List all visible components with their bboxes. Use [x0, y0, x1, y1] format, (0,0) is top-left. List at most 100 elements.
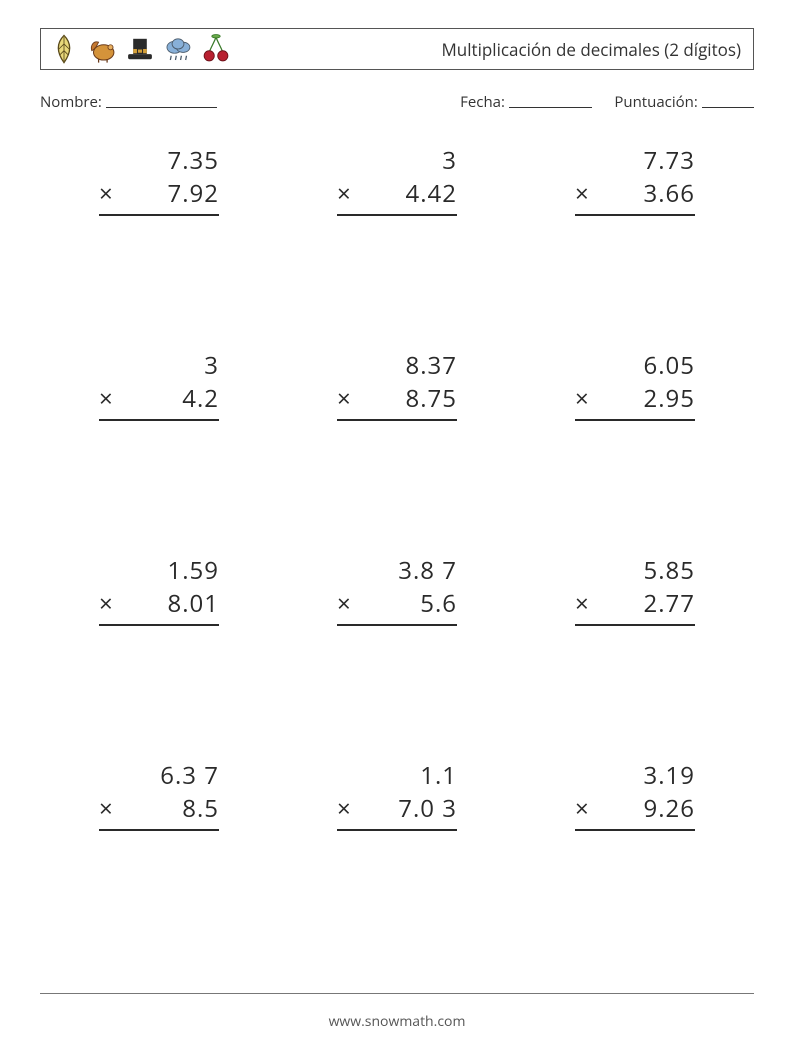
multiply-operator: × — [575, 177, 603, 210]
multiplicand: 3 — [365, 144, 457, 177]
multiplicand-row: 3.19 — [575, 759, 695, 792]
multiplicand-row: 3 — [337, 144, 457, 177]
multiplicand: 1.1 — [365, 759, 457, 792]
multiplier-row: ×7.0 3 — [337, 792, 457, 825]
problem-line — [337, 214, 457, 216]
problem-cell: 1.59×8.01 — [40, 540, 278, 745]
problem-cell: 7.35×7.92 — [40, 130, 278, 335]
header-box: Multiplicación de decimales (2 dígitos) — [40, 28, 754, 70]
problem-cell: 7.73×3.66 — [516, 130, 754, 335]
multiplier-row: ×8.75 — [337, 382, 457, 415]
multiplier: 7.0 3 — [365, 792, 457, 825]
multiplication-problem: 7.35×7.92 — [99, 144, 219, 216]
problem-line — [337, 624, 457, 626]
multiply-operator: × — [337, 792, 365, 825]
info-gap2 — [596, 92, 610, 112]
problem-line — [99, 829, 219, 831]
multiplication-problem: 3.8 7×5.6 — [337, 554, 457, 626]
multiply-operator: × — [575, 587, 603, 620]
multiplier: 3.66 — [603, 177, 695, 210]
footer: www.snowmath.com — [0, 993, 794, 1031]
multiplier-row: ×5.6 — [337, 587, 457, 620]
problems-grid: 7.35×7.923×4.427.73×3.663×4.28.37×8.756.… — [40, 130, 754, 950]
multiplier: 8.01 — [127, 587, 219, 620]
multiplier: 4.2 — [127, 382, 219, 415]
problem-line — [575, 419, 695, 421]
multiplication-problem: 3.19×9.26 — [575, 759, 695, 831]
multiplication-problem: 3×4.2 — [99, 349, 219, 421]
footer-url: www.snowmath.com — [0, 1012, 794, 1031]
rain-cloud-icon — [161, 32, 195, 66]
multiplier: 2.77 — [603, 587, 695, 620]
name-blank[interactable] — [106, 92, 217, 108]
multiplication-problem: 6.05×2.95 — [575, 349, 695, 421]
problem-line — [575, 214, 695, 216]
multiply-operator: × — [337, 587, 365, 620]
multiplication-problem: 3×4.42 — [337, 144, 457, 216]
problem-cell: 3×4.42 — [278, 130, 516, 335]
multiplicand: 6.05 — [603, 349, 695, 382]
multiply-operator: × — [99, 792, 127, 825]
problem-line — [575, 829, 695, 831]
problem-cell: 6.3 7×8.5 — [40, 745, 278, 950]
multiplicand: 8.37 — [365, 349, 457, 382]
problem-line — [99, 624, 219, 626]
multiplicand-row: 3 — [99, 349, 219, 382]
multiplier: 8.5 — [127, 792, 219, 825]
multiplier-row: ×2.77 — [575, 587, 695, 620]
multiplicand: 7.73 — [603, 144, 695, 177]
problem-cell: 3.19×9.26 — [516, 745, 754, 950]
problem-line — [337, 419, 457, 421]
multiplier-row: ×2.95 — [575, 382, 695, 415]
turkey-icon — [85, 32, 119, 66]
multiplier-row: ×3.66 — [575, 177, 695, 210]
multiplication-problem: 8.37×8.75 — [337, 349, 457, 421]
problem-line — [99, 419, 219, 421]
problem-cell: 5.85×2.77 — [516, 540, 754, 745]
problem-cell: 6.05×2.95 — [516, 335, 754, 540]
multiplier: 8.75 — [365, 382, 457, 415]
multiplication-problem: 1.59×8.01 — [99, 554, 219, 626]
leaf-icon — [47, 32, 81, 66]
multiplicand-row: 7.35 — [99, 144, 219, 177]
problem-line — [575, 624, 695, 626]
header-icons — [47, 32, 233, 66]
problem-line — [337, 829, 457, 831]
multiplicand-row: 6.3 7 — [99, 759, 219, 792]
score-blank[interactable] — [702, 92, 754, 108]
multiply-operator: × — [575, 792, 603, 825]
multiplication-problem: 5.85×2.77 — [575, 554, 695, 626]
problem-cell: 3.8 7×5.6 — [278, 540, 516, 745]
multiplier-row: ×7.92 — [99, 177, 219, 210]
pilgrim-hat-icon — [123, 32, 157, 66]
multiply-operator: × — [575, 382, 603, 415]
date-blank[interactable] — [509, 92, 593, 108]
info-line: Nombre: Fecha: Puntuación: — [40, 92, 754, 112]
multiplier: 9.26 — [603, 792, 695, 825]
multiplicand-row: 5.85 — [575, 554, 695, 587]
date-label: Fecha: — [460, 92, 505, 112]
multiplicand: 3.8 7 — [365, 554, 457, 587]
cherries-icon — [199, 32, 233, 66]
multiply-operator: × — [99, 587, 127, 620]
multiplier-row: ×4.42 — [337, 177, 457, 210]
multiplication-problem: 7.73×3.66 — [575, 144, 695, 216]
problem-cell: 1.1×7.0 3 — [278, 745, 516, 950]
multiplicand: 3 — [127, 349, 219, 382]
multiplicand: 6.3 7 — [127, 759, 219, 792]
multiplier: 5.6 — [365, 587, 457, 620]
multiplicand: 1.59 — [127, 554, 219, 587]
info-gap — [221, 92, 456, 112]
multiplier: 7.92 — [127, 177, 219, 210]
name-label: Nombre: — [40, 92, 102, 112]
problem-cell: 3×4.2 — [40, 335, 278, 540]
multiplicand-row: 7.73 — [575, 144, 695, 177]
multiplier: 4.42 — [365, 177, 457, 210]
multiplier-row: ×9.26 — [575, 792, 695, 825]
multiply-operator: × — [99, 177, 127, 210]
multiplicand: 5.85 — [603, 554, 695, 587]
multiplicand: 7.35 — [127, 144, 219, 177]
multiply-operator: × — [337, 382, 365, 415]
score-label: Puntuación: — [614, 92, 697, 112]
multiplier: 2.95 — [603, 382, 695, 415]
